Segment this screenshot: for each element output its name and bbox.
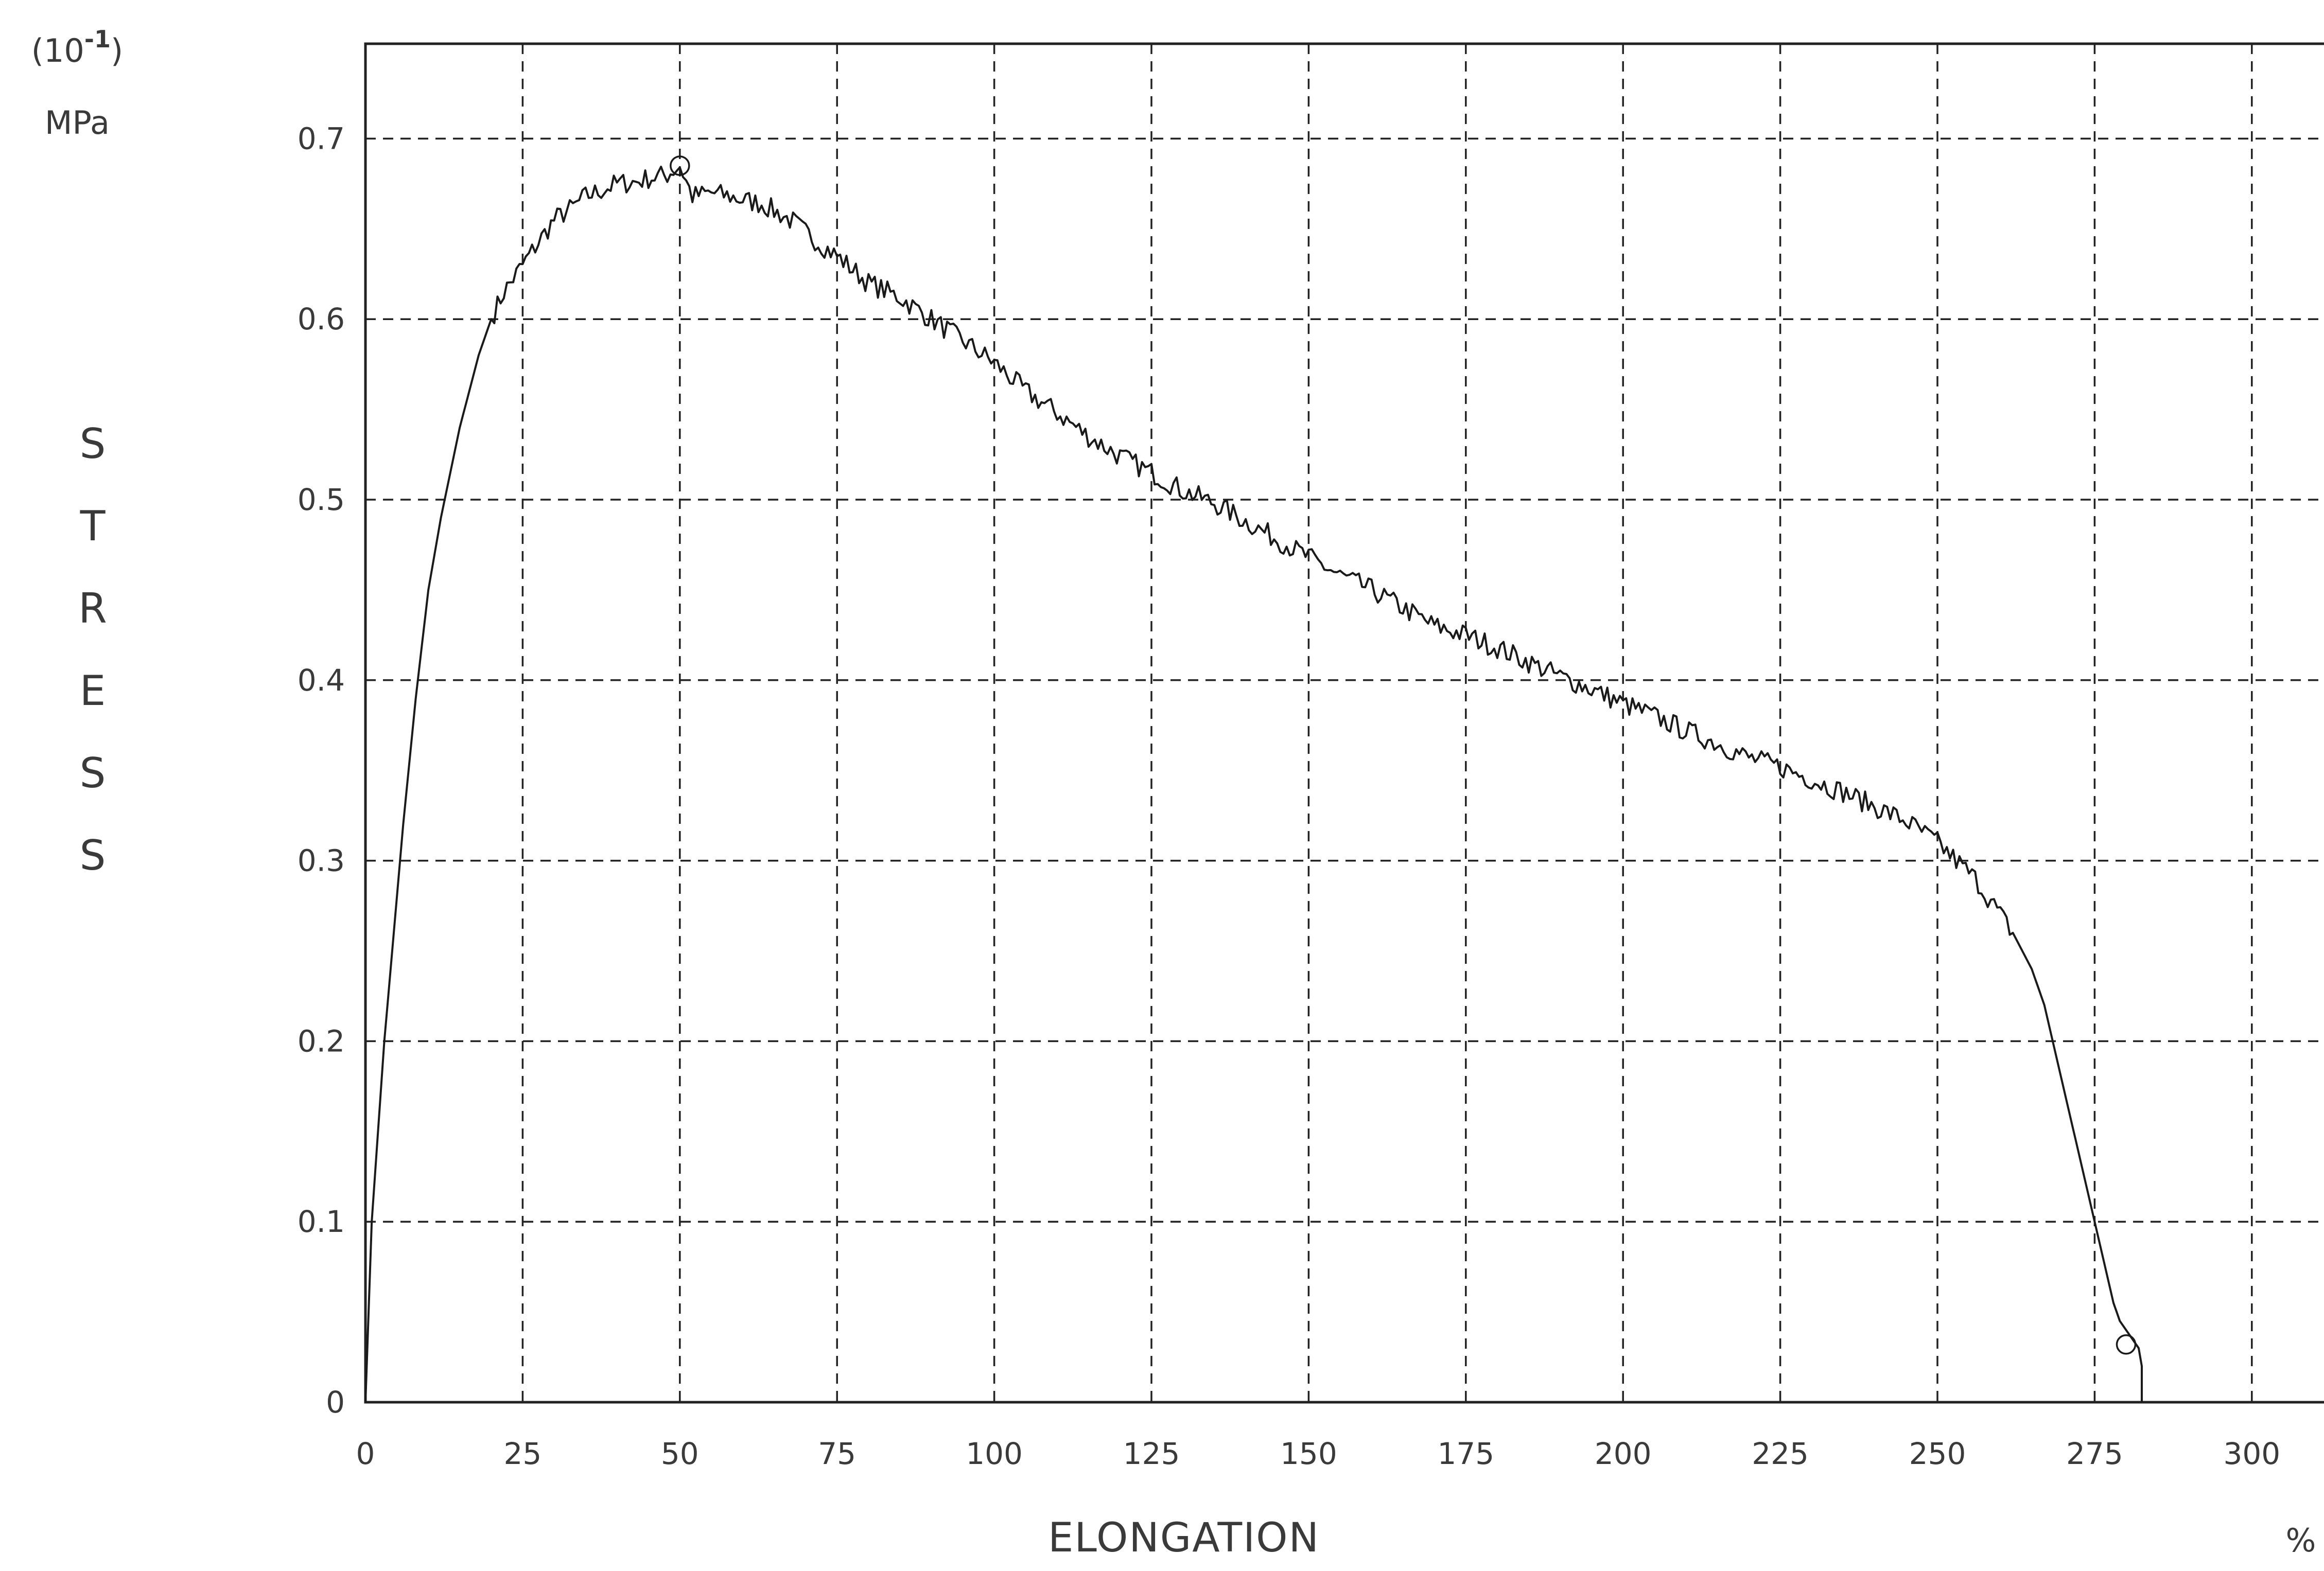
x-tick-label: 225 <box>1752 1436 1809 1471</box>
y-axis-title-letter: E <box>80 667 106 715</box>
y-tick-label: 0.6 <box>298 302 345 337</box>
y-axis-title-letter: S <box>80 749 106 797</box>
y-axis-title-letter: S <box>80 832 106 879</box>
x-tick-label: 200 <box>1595 1436 1652 1471</box>
y-tick-label: 0 <box>326 1385 345 1420</box>
y-tick-labels: 0 0.1 0.2 0.3 0.4 0.5 0.6 0.7 <box>298 121 345 1420</box>
x-tick-label: 275 <box>2066 1436 2123 1471</box>
y-axis-title-letter: S <box>80 420 106 468</box>
y-tick-label: 0.7 <box>298 121 345 156</box>
y-tick-label: 0.3 <box>298 843 345 878</box>
x-tick-label: 175 <box>1437 1436 1494 1471</box>
y-scale-label: (10-1) <box>31 25 123 69</box>
x-tick-label: 50 <box>661 1436 699 1471</box>
curve-marker <box>2116 1334 2137 1355</box>
y-tick-label: 0.5 <box>298 482 345 517</box>
x-tick-label: 25 <box>503 1436 541 1471</box>
x-tick-label: 250 <box>1909 1436 1966 1471</box>
x-tick-label: 125 <box>1123 1436 1180 1471</box>
x-tick-label: 75 <box>818 1436 856 1471</box>
x-tick-label: 150 <box>1280 1436 1337 1471</box>
x-axis-title: ELONGATION <box>1048 1515 1320 1561</box>
y-scale-open: (10 <box>31 32 84 69</box>
y-scale-close: ) <box>111 32 123 69</box>
x-tick-label: 0 <box>356 1436 375 1471</box>
x-tick-label: 100 <box>966 1436 1023 1471</box>
x-unit-label: % <box>2286 1522 2316 1559</box>
y-tick-label: 0.4 <box>298 663 345 698</box>
plot-frame <box>364 42 2324 1404</box>
y-unit-label: MPa <box>45 104 110 142</box>
x-tick-labels: 0 25 50 75 100 125 150 175 200 225 250 275 300 <box>356 1436 2281 1471</box>
y-tick-label: 0.1 <box>298 1204 345 1239</box>
stress-curve <box>364 166 2143 1403</box>
y-scale-exponent: -1 <box>84 25 111 53</box>
y-axis-title-letter: R <box>78 585 107 632</box>
y-axis-title-letter: T <box>80 502 106 550</box>
x-tick-label: 300 <box>2223 1436 2280 1471</box>
y-tick-label: 0.2 <box>298 1023 345 1058</box>
curve-marker <box>670 155 690 176</box>
grid-lines <box>365 44 2324 1402</box>
curve-markers <box>670 155 2137 1355</box>
